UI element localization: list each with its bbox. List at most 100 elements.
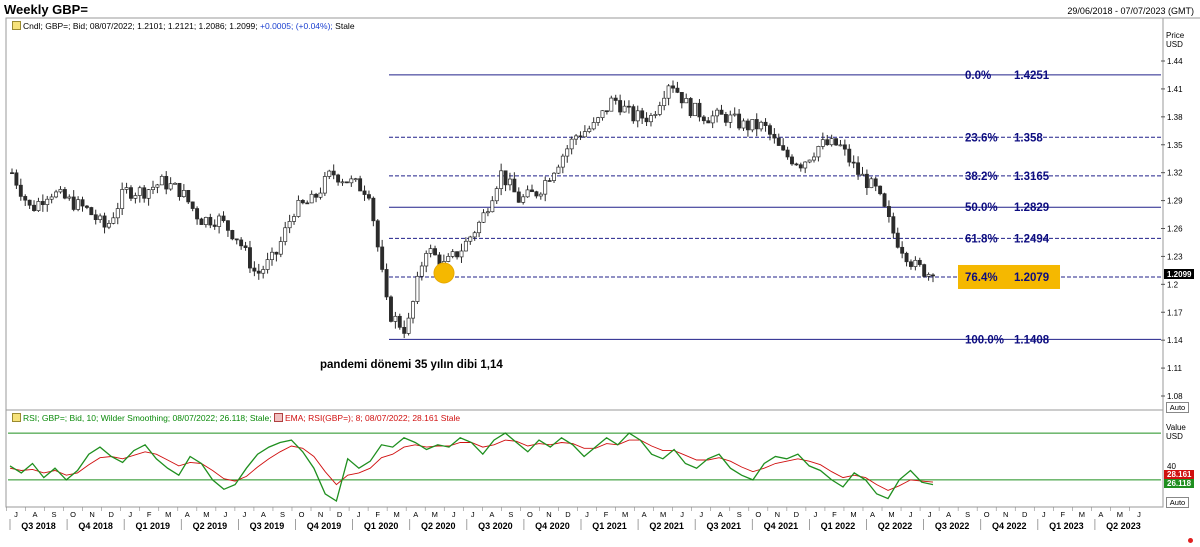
candle-body (40, 201, 45, 206)
candle-body (750, 119, 755, 131)
quarter-label: Q3 2019 (250, 521, 285, 531)
ema-line (9, 439, 934, 491)
candle-body (772, 133, 777, 139)
candle-body (217, 215, 222, 227)
candle-body (578, 135, 583, 138)
quarter-label: Q4 2020 (535, 521, 570, 531)
candle-body (715, 109, 720, 117)
rsi-value-tag (1164, 479, 1194, 488)
fib-pct-label: 100.0% (965, 334, 1004, 346)
candle-body (829, 138, 834, 146)
quarter-label: Q3 2018 (21, 521, 56, 531)
candle-body (816, 146, 821, 158)
candle-body (45, 198, 50, 206)
month-label: F (375, 510, 380, 519)
month-label: M (850, 510, 856, 519)
candle-body (221, 215, 226, 222)
candle-body (318, 192, 323, 198)
candle-body (292, 216, 296, 222)
candle-body (10, 172, 14, 175)
price-auto-button[interactable]: Auto (1166, 402, 1189, 413)
candle-body (212, 224, 217, 227)
month-label: J (128, 510, 132, 519)
candle-body (926, 274, 931, 277)
candle-body (626, 105, 631, 108)
rsi-auto-button[interactable]: Auto (1166, 497, 1189, 508)
candle-body (397, 315, 402, 328)
price-tick-label: 1.32 (1167, 169, 1183, 178)
month-label: J (243, 510, 247, 519)
quarter-label: Q3 2022 (935, 521, 970, 531)
candle-body (71, 196, 76, 210)
candle-body (834, 138, 839, 146)
month-label: O (984, 510, 990, 519)
candle-body (781, 145, 786, 151)
pandemic-annotation: pandemi dönemi 35 yılın dibi 1,14 (320, 359, 503, 371)
candle-body (878, 185, 883, 195)
candle-body (882, 193, 887, 207)
price-legend: Cndl; GBP=; Bid; 08/07/2022; 1.2101; 1.2… (12, 21, 355, 31)
date-range: 29/06/2018 - 07/07/2023 (GMT) (1067, 6, 1194, 16)
candle-body (49, 196, 54, 200)
fib-value-label: 1.4251 (1014, 70, 1050, 82)
month-label: A (185, 510, 190, 519)
candle-body (666, 85, 671, 99)
candle-body (574, 135, 579, 140)
candle-body (124, 187, 129, 190)
candle-body (349, 178, 354, 184)
month-label: F (604, 510, 609, 519)
candle-body (530, 189, 534, 193)
candle-body (745, 120, 750, 131)
month-label: A (261, 510, 266, 519)
ema-legend-icon (274, 413, 283, 422)
candle-body (84, 205, 89, 208)
candle-body (389, 296, 393, 322)
fib-pct-label: 76.4% (965, 272, 998, 284)
fib-pct-label: 50.0% (965, 202, 998, 214)
month-label: M (394, 510, 400, 519)
candle-body (591, 122, 596, 130)
rsi-tick-40: 40 (1167, 462, 1176, 471)
quarter-label: Q2 2019 (193, 521, 228, 531)
month-label: F (147, 510, 152, 519)
price-axis[interactable]: 1.44 1.41 1.38 1.35 1.32 1.29 1.26 1.23 1.2 1.17 1… (1161, 57, 1183, 401)
bottom-marker (433, 262, 455, 284)
candle-body (895, 232, 900, 248)
candle-body (380, 246, 385, 270)
quarter-label: Q1 2023 (1049, 521, 1084, 531)
candle-body (860, 173, 865, 176)
candle-body (265, 259, 270, 270)
price-axis-unit: USD (1166, 40, 1183, 49)
fib-value-label: 1.2829 (1014, 202, 1049, 214)
fib-value-label: 1.2079 (1014, 272, 1049, 284)
candle-body (362, 190, 367, 195)
month-label: M (888, 510, 894, 519)
month-label: A (489, 510, 494, 519)
candle-body (825, 139, 830, 146)
candle-body (807, 159, 812, 163)
close-indicator[interactable] (1188, 538, 1193, 543)
candle-body (904, 252, 909, 263)
fib-value-label: 1.3165 (1014, 171, 1050, 183)
page-title: Weekly GBP= (4, 2, 88, 17)
candle-body (142, 187, 147, 199)
candle-body (741, 120, 746, 129)
fib-value-label: 1.358 (1014, 132, 1043, 144)
candle-body (406, 317, 411, 334)
candle-body (433, 248, 437, 256)
candle-body (274, 251, 279, 255)
month-label: N (546, 510, 551, 519)
candle-body (490, 200, 495, 213)
month-label: M (1117, 510, 1123, 519)
fib-value-label: 1.1408 (1014, 334, 1050, 346)
candle-body (710, 115, 715, 124)
price-tick-label: 1.35 (1167, 141, 1183, 150)
price-tick-label: 1.26 (1167, 225, 1183, 234)
candle-body (32, 204, 36, 211)
candle-body (234, 238, 239, 241)
month-label: A (642, 510, 647, 519)
candle-body (459, 250, 464, 258)
candle-body (851, 161, 856, 164)
